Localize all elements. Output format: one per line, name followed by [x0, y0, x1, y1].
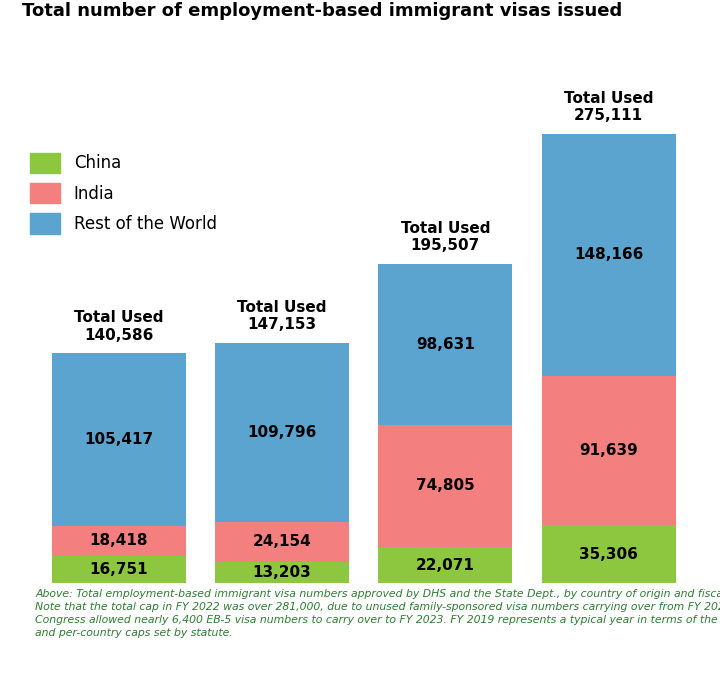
Text: 109,796: 109,796: [247, 425, 317, 440]
Text: Total number of employment-based immigrant visas issued: Total number of employment-based immigra…: [22, 3, 622, 21]
Bar: [215, 562, 349, 583]
Bar: [378, 264, 512, 425]
Text: 18,418: 18,418: [89, 533, 148, 549]
Bar: [215, 343, 349, 522]
Bar: [52, 353, 186, 526]
Text: 16,751: 16,751: [89, 562, 148, 577]
Text: 91,639: 91,639: [579, 443, 638, 458]
Bar: [541, 134, 675, 376]
Text: Total Used
140,586: Total Used 140,586: [74, 310, 163, 343]
Bar: [541, 526, 675, 583]
Text: 24,154: 24,154: [253, 534, 311, 549]
Bar: [52, 555, 186, 583]
Bar: [541, 376, 675, 526]
Text: Total Used
147,153: Total Used 147,153: [237, 299, 327, 332]
Legend: China, India, Rest of the World: China, India, Rest of the World: [30, 152, 217, 234]
Text: Above: Total employment-based immigrant visa numbers approved by DHS and the Sta: Above: Total employment-based immigrant …: [35, 589, 720, 638]
Bar: [378, 547, 512, 583]
Text: 13,203: 13,203: [253, 565, 311, 580]
Text: 74,805: 74,805: [416, 478, 474, 493]
Bar: [378, 425, 512, 547]
Text: 22,071: 22,071: [416, 558, 474, 573]
Bar: [52, 526, 186, 555]
Text: 105,417: 105,417: [84, 432, 153, 447]
Text: Total Used
195,507: Total Used 195,507: [400, 221, 490, 253]
Text: Total Used
275,111: Total Used 275,111: [564, 90, 653, 123]
Bar: [215, 522, 349, 562]
Text: 35,306: 35,306: [579, 546, 638, 562]
Text: 98,631: 98,631: [416, 337, 474, 352]
Text: 148,166: 148,166: [574, 247, 643, 262]
